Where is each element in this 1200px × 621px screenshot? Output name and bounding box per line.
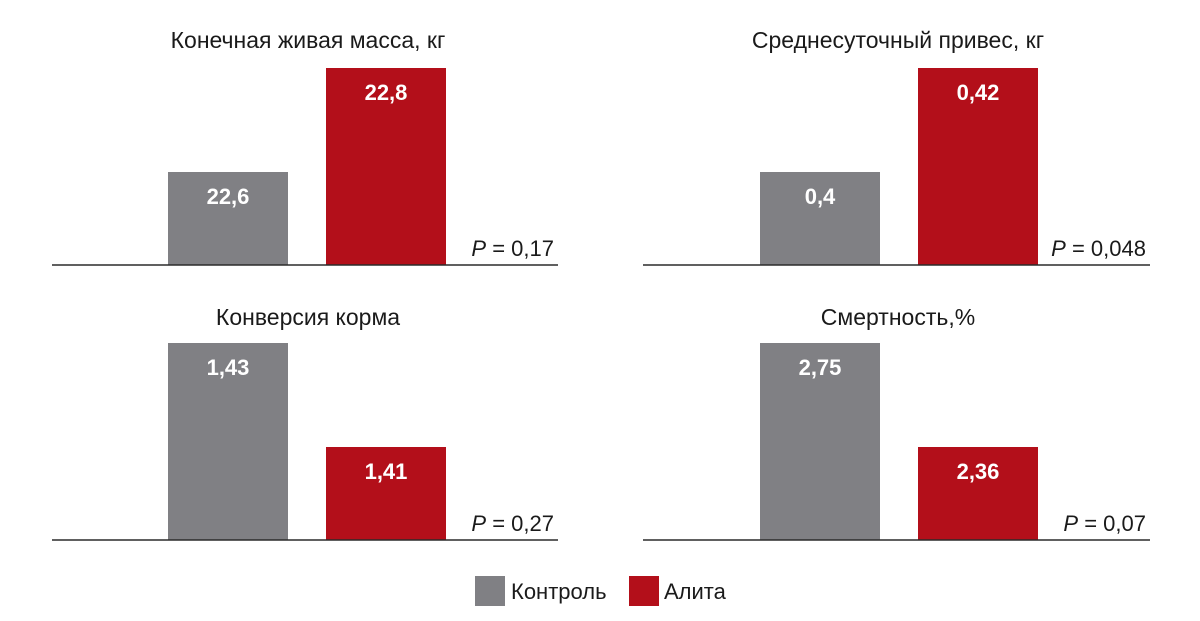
chart-title: Среднесуточный привес, кг bbox=[752, 27, 1044, 53]
chart-title: Конверсия корма bbox=[216, 304, 400, 330]
p-value-label: P = 0,048 bbox=[1051, 236, 1146, 261]
legend-label: Контроль bbox=[511, 579, 607, 604]
chart-title: Смертность,% bbox=[821, 304, 975, 330]
p-symbol: P bbox=[471, 236, 486, 261]
bar-value-label: 22,8 bbox=[365, 80, 408, 105]
chart-panel-1: Конечная живая масса, кг 22,6 22,8 P = 0,17 bbox=[52, 27, 558, 266]
legend-swatch-alita bbox=[629, 576, 659, 606]
p-value-label: P = 0,07 bbox=[1063, 511, 1146, 536]
chart-panel-3: Конверсия корма 1,43 1,41 P = 0,27 bbox=[52, 304, 558, 541]
p-value: = 0,07 bbox=[1078, 511, 1146, 536]
p-symbol: P bbox=[1063, 511, 1078, 536]
bar-alita bbox=[326, 68, 446, 265]
chart-title: Конечная живая масса, кг bbox=[171, 27, 446, 53]
legend-label: Алита bbox=[664, 579, 727, 604]
bar-value-label: 1,41 bbox=[365, 459, 408, 484]
bar-value-label: 2,36 bbox=[957, 459, 1000, 484]
bar-alita bbox=[918, 447, 1038, 540]
chart-panel-2: Среднесуточный привес, кг 0,4 0,42 P = 0,04… bbox=[643, 27, 1150, 266]
bar-value-label: 1,43 bbox=[207, 355, 250, 380]
p-value: = 0,27 bbox=[486, 511, 554, 536]
chart-legend: Контроль Алита bbox=[475, 576, 727, 606]
bar-control bbox=[168, 172, 288, 265]
p-value: = 0,048 bbox=[1066, 236, 1146, 261]
bar-value-label: 0,4 bbox=[805, 184, 836, 209]
bar-control bbox=[760, 172, 880, 265]
p-symbol: P bbox=[471, 511, 486, 536]
p-symbol: P bbox=[1051, 236, 1066, 261]
bar-alita bbox=[918, 68, 1038, 265]
p-value-label: P = 0,27 bbox=[471, 511, 554, 536]
bar-control bbox=[168, 343, 288, 540]
p-value-label: P = 0,17 bbox=[471, 236, 554, 261]
chart-panel-4: Смертность,% 2,75 2,36 P = 0,07 bbox=[643, 304, 1150, 541]
bar-value-label: 22,6 bbox=[207, 184, 250, 209]
bar-value-label: 0,42 bbox=[957, 80, 1000, 105]
bar-alita bbox=[326, 447, 446, 540]
bar-value-label: 2,75 bbox=[799, 355, 842, 380]
bar-control bbox=[760, 343, 880, 540]
legend-swatch-control bbox=[475, 576, 505, 606]
p-value: = 0,17 bbox=[486, 236, 554, 261]
